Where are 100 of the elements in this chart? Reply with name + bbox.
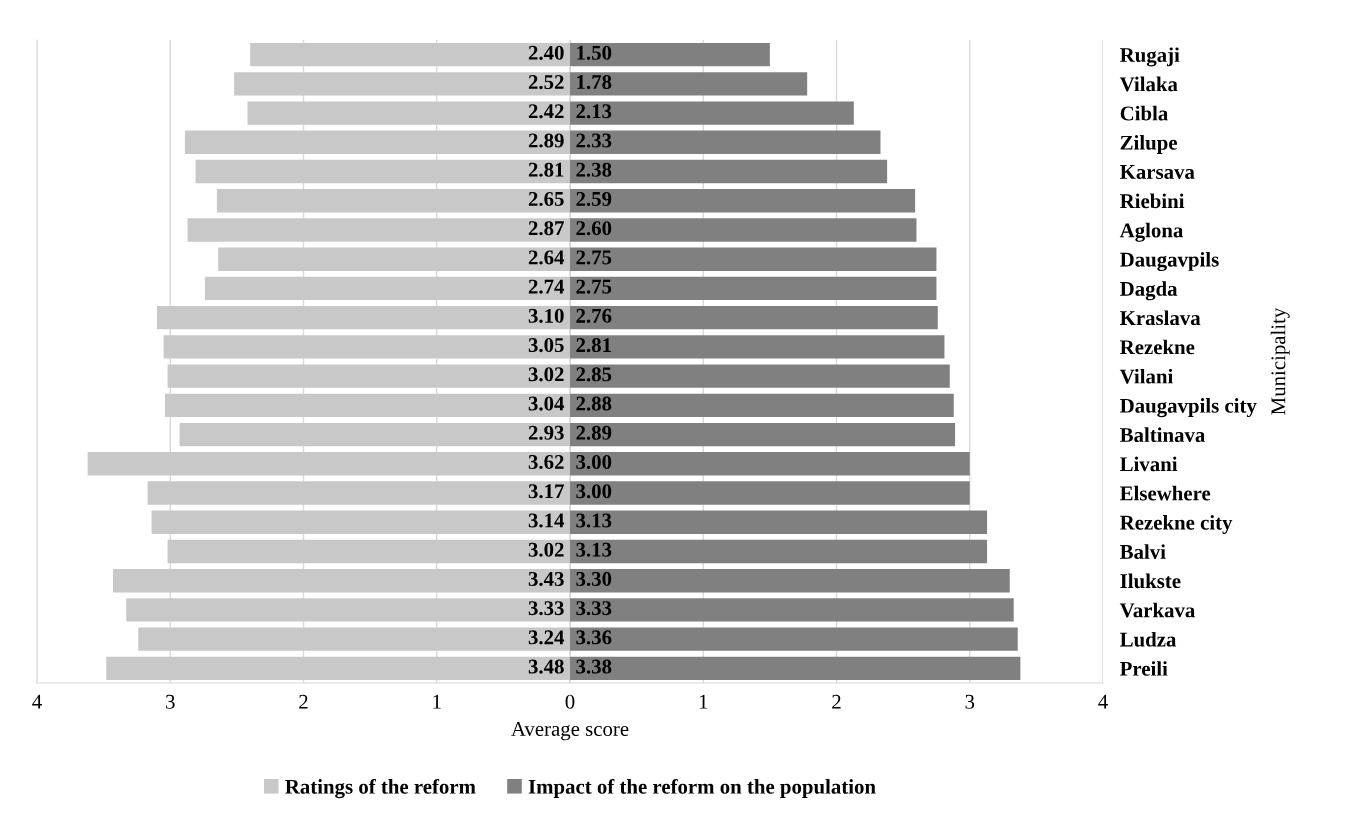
data-label: 3.33	[528, 601, 564, 616]
data-label: 3.04	[528, 396, 565, 411]
x-tick-label: 4	[32, 694, 42, 709]
bar	[570, 247, 937, 271]
data-label: 2.13	[576, 104, 612, 119]
bar	[187, 218, 570, 242]
y-tick-label: Rezekne city	[1120, 515, 1233, 534]
data-label: 2.64	[528, 250, 565, 265]
data-label: 2.75	[576, 250, 612, 265]
data-label: 3.24	[528, 630, 565, 645]
bar	[570, 569, 1010, 593]
bar	[147, 481, 570, 505]
y-tick-label: Ludza	[1120, 631, 1177, 647]
data-label: 3.14	[528, 513, 565, 528]
data-label: 2.52	[528, 75, 564, 90]
bar	[570, 627, 1018, 651]
bar	[570, 101, 854, 125]
bar	[570, 364, 950, 388]
data-label: 2.42	[528, 104, 564, 119]
bar	[570, 481, 970, 505]
bar	[570, 130, 881, 154]
data-label: 3.48	[528, 659, 564, 674]
bar	[126, 598, 570, 622]
bar	[218, 247, 570, 271]
data-label: 3.30	[576, 571, 612, 587]
bar	[163, 335, 570, 359]
bar	[156, 305, 570, 330]
y-tick-label: Vilani	[1119, 368, 1173, 384]
data-label: 1.50	[577, 45, 612, 60]
data-label: 2.89	[576, 425, 612, 440]
bar	[570, 422, 956, 447]
data-label: 3.02	[528, 542, 564, 557]
data-label: 2.33	[576, 133, 612, 148]
y-tick-label: Ilukste	[1120, 573, 1181, 589]
bar	[570, 598, 1014, 622]
data-label: 3.33	[576, 601, 612, 616]
data-label: 2.40	[528, 45, 564, 60]
data-label: 2.93	[528, 425, 564, 440]
x-tick-label: 0	[565, 694, 575, 709]
y-tick-label: Riebini	[1120, 193, 1185, 209]
bar	[570, 452, 970, 476]
bar	[87, 452, 570, 476]
y-tick-label: Zilupe	[1120, 135, 1178, 154]
data-label: 2.85	[576, 367, 612, 382]
x-tick-label: 4	[1098, 694, 1108, 709]
bar	[106, 656, 570, 681]
bar	[570, 159, 888, 184]
data-label: 2.74	[528, 279, 565, 294]
data-label: 2.88	[576, 396, 612, 411]
data-label: 3.02	[528, 367, 564, 382]
y-tick-label: Preili	[1120, 661, 1168, 676]
y-tick-label: Elsewhere	[1120, 485, 1211, 501]
x-axis-title: Average score	[511, 721, 629, 741]
bar	[138, 627, 570, 651]
y-tick-label: Karsava	[1120, 165, 1195, 179]
x-tick-label: 3	[166, 694, 175, 709]
bar	[167, 364, 570, 388]
bar	[195, 159, 570, 184]
y-axis-title: Municipality	[1270, 307, 1290, 415]
data-label: 1.78	[577, 75, 612, 90]
data-label: 3.10	[528, 308, 564, 323]
bar	[570, 539, 988, 564]
y-tick-label: Varkava	[1119, 602, 1195, 618]
data-label: 2.65	[528, 191, 564, 207]
bar	[570, 189, 916, 213]
bar	[151, 510, 570, 534]
bar	[112, 569, 570, 593]
bar	[167, 539, 570, 564]
data-label: 2.75	[576, 279, 612, 294]
data-label: 2.89	[528, 133, 564, 148]
bar	[570, 656, 1021, 681]
data-label: 3.00	[576, 454, 612, 470]
y-tick-label: Cibla	[1120, 105, 1168, 121]
data-label: 2.81	[528, 162, 564, 177]
data-label: 2.59	[576, 191, 612, 207]
bar	[570, 72, 808, 96]
y-tick-label: Livani	[1120, 456, 1178, 472]
y-tick-label: Daugavpils city	[1120, 398, 1257, 418]
bar	[204, 276, 570, 301]
y-tick-label: Dagda	[1120, 281, 1178, 301]
bar	[570, 305, 938, 330]
y-tick-label: Kraslava	[1120, 310, 1201, 326]
bar	[250, 42, 570, 67]
x-tick-label: 2	[832, 694, 841, 709]
x-tick-label: 1	[433, 694, 441, 709]
y-tick-label: Aglona	[1119, 222, 1184, 242]
y-tick-label: Rugaji	[1120, 47, 1180, 67]
x-tick-label: 3	[965, 694, 975, 709]
x-tick-label: 2	[299, 694, 308, 709]
bar	[570, 335, 945, 359]
bar	[234, 72, 570, 96]
data-label: 3.00	[576, 484, 612, 499]
bar	[179, 422, 570, 447]
bar	[570, 42, 770, 67]
bar	[570, 276, 937, 301]
y-tick-label: Rezekne	[1120, 339, 1195, 355]
y-tick-label: Vilaka	[1119, 76, 1178, 92]
data-label: 3.05	[528, 338, 564, 353]
y-tick-label: Daugavpils	[1120, 251, 1219, 272]
data-label: 2.60	[576, 221, 612, 236]
